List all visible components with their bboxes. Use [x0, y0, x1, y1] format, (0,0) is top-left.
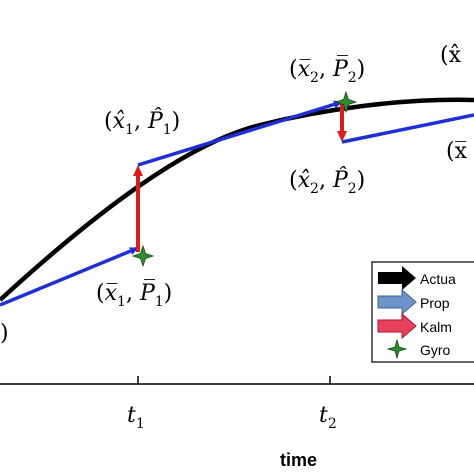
label-x3-partial-bottom: (x̅	[446, 139, 468, 164]
x-axis-label: time	[280, 450, 317, 470]
label-x3-partial-top: (x̂	[440, 43, 462, 68]
legend-label-actual: Actua	[420, 271, 456, 287]
gyro-star-2	[334, 90, 358, 114]
propagation-segment-1	[137, 100, 343, 167]
legend-label-gyro: Gyro	[420, 342, 451, 358]
label-x1-hat: (x̂1, P̂1)	[104, 108, 180, 138]
label-x2-hat: (x̂2, P̂2)	[289, 167, 365, 197]
legend-label-propagation: Prop	[420, 295, 450, 311]
legend: Actua Prop Kalm Gyro	[371, 261, 474, 363]
legend-label-kalman: Kalm	[420, 319, 452, 335]
propagation-segment-2	[341, 113, 474, 144]
black-arrow-icon	[378, 266, 416, 290]
legend-item-actual: Actua	[378, 266, 456, 290]
propagation-segment-0	[0, 246, 139, 307]
legend-item-kalman: Kalm	[377, 312, 452, 340]
green-star-icon	[386, 338, 408, 360]
red-arrow-icon	[377, 312, 417, 340]
tick-label-t1: t1	[127, 403, 145, 432]
tick-label-t2: t2	[319, 403, 337, 432]
gyro-star-1	[131, 244, 155, 268]
blue-arrow-icon	[377, 288, 417, 316]
actual-trajectory-curve	[0, 97, 474, 302]
legend-item-propagation: Prop	[377, 288, 450, 316]
legend-box	[371, 261, 474, 363]
label-left-paren: )	[0, 321, 9, 346]
legend-item-gyro: Gyro	[386, 338, 451, 360]
label-x1-bar: (x̅1, P̅1)	[96, 279, 172, 310]
label-x2-bar: (x̅2, P̅2)	[289, 55, 365, 86]
